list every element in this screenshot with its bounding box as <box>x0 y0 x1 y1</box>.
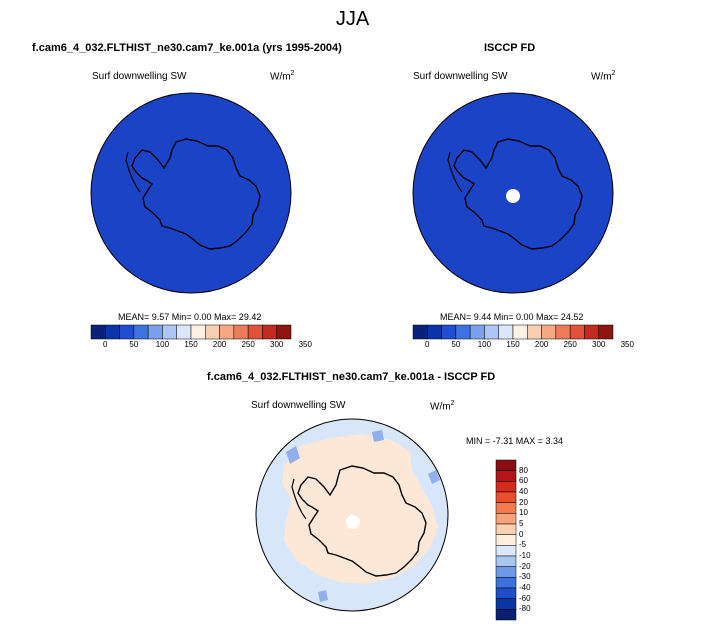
colorbar-tick-label: -30 <box>519 572 531 582</box>
obs-variable-label: Surf downwelling SW <box>413 71 508 82</box>
colorbar-swatch <box>598 324 614 340</box>
model-units-label: W/m2 <box>270 70 295 83</box>
colorbar-tick-label: 300 <box>592 340 606 349</box>
model-stats: MEAN= 9.57 Min= 0.00 Max= 29.42 <box>118 312 262 322</box>
colorbar-tick-label: -40 <box>519 583 531 592</box>
colorbar-tick-label: 40 <box>519 487 528 496</box>
diff-positive-region <box>282 434 438 584</box>
diff-units-label: W/m2 <box>430 400 455 413</box>
model-panel-header: f.cam6_4_032.FLTHIST_ne30.cam7_ke.001a (… <box>32 42 342 54</box>
diff-stats: MIN = -7.31 MAX = 3.34 <box>466 436 564 446</box>
diff-panel-header: f.cam6_4_032.FLTHIST_ne30.cam7_ke.001a -… <box>207 371 496 383</box>
colorbar-tick-label: 80 <box>519 465 528 475</box>
colorbar-tick-label: -80 <box>519 604 531 614</box>
colorbar-tick-label: 250 <box>241 340 255 349</box>
colorbar-tick-label: 350 <box>620 340 634 349</box>
colorbar-tick-label: 5 <box>519 519 524 528</box>
obs-panel-header: ISCCP FD <box>484 42 536 54</box>
page-title: JJA <box>335 8 370 30</box>
colorbar-tick-label: 100 <box>477 340 492 349</box>
colorbar-tick-label: 0 <box>103 340 108 349</box>
model-variable-label: Surf downwelling SW <box>92 71 187 82</box>
colorbar-tick-label: 10 <box>519 508 528 518</box>
obs-coastline <box>453 138 583 250</box>
diff-variable-label: Surf downwelling SW <box>251 400 346 411</box>
diff-coastline <box>297 465 427 577</box>
colorbar-tick-label: 0 <box>425 340 430 349</box>
colorbar-tick-label: 350 <box>298 340 312 349</box>
model-coastline <box>131 138 261 250</box>
diff-pole-hole <box>346 515 360 529</box>
colorbar-tick-label: 60 <box>519 476 528 486</box>
obs-units-label: W/m2 <box>591 70 616 83</box>
obs-colorbar <box>412 324 614 340</box>
obs-stats: MEAN= 9.44 Min= 0.00 Max= 24.52 <box>440 312 584 322</box>
colorbar-tick-label: 200 <box>212 340 227 349</box>
model-map-disk <box>90 92 292 294</box>
colorbar-tick-label: 150 <box>184 340 198 349</box>
colorbar-tick-label: 20 <box>519 497 528 507</box>
colorbar-tick-label: 150 <box>506 340 520 349</box>
colorbar-tick-label: -60 <box>519 593 531 603</box>
colorbar-tick-label: -5 <box>519 540 527 550</box>
obs-colorbar-labels: 0 50 100 150 200 250 300 350 <box>0 340 705 352</box>
colorbar-tick-label: 50 <box>129 340 139 349</box>
model-colorbar-labels: 0 50 100 150 200 250 300 350 <box>0 340 705 352</box>
colorbar-tick-label: -20 <box>519 561 531 571</box>
colorbar-tick-label: 100 <box>155 340 170 349</box>
colorbar-tick-label: 250 <box>563 340 577 349</box>
diff-colorbar <box>495 459 517 621</box>
colorbar-tick-label: 0 <box>519 529 524 539</box>
model-colorbar <box>90 324 292 340</box>
colorbar-swatch <box>495 609 517 621</box>
colorbar-swatch <box>276 324 292 340</box>
obs-pole-hole <box>506 189 520 203</box>
colorbar-tick-label: -10 <box>519 551 531 560</box>
colorbar-tick-label: 300 <box>270 340 284 349</box>
colorbar-tick-label: 50 <box>451 340 461 349</box>
colorbar-tick-label: 200 <box>534 340 549 349</box>
